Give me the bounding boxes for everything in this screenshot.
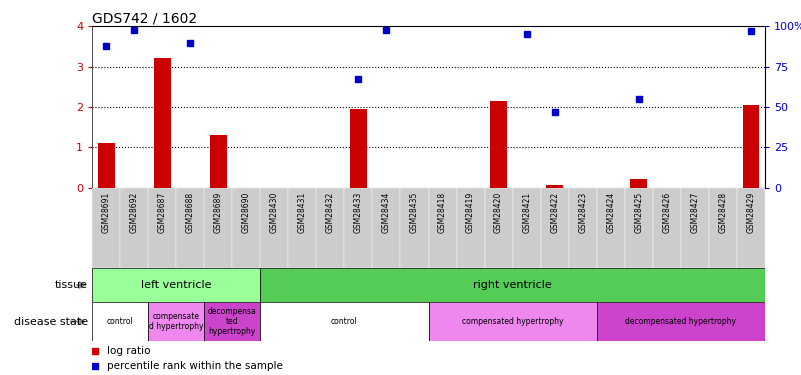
FancyBboxPatch shape [541,188,569,268]
Text: GSM28687: GSM28687 [158,192,167,233]
FancyBboxPatch shape [653,188,681,268]
Text: GSM28419: GSM28419 [466,192,475,233]
FancyBboxPatch shape [625,188,653,268]
FancyBboxPatch shape [92,268,260,302]
Text: log ratio: log ratio [107,346,151,356]
Text: GSM28689: GSM28689 [214,192,223,233]
Text: GSM28691: GSM28691 [102,192,111,233]
Text: decompensa
ted
hypertrophy: decompensa ted hypertrophy [208,307,256,336]
Bar [98,143,115,188]
Text: GSM28428: GSM28428 [718,192,727,232]
Text: GSM28422: GSM28422 [550,192,559,232]
Text: left ventricle: left ventricle [141,280,211,290]
FancyBboxPatch shape [204,188,232,268]
Text: GSM28429: GSM28429 [747,192,755,233]
Text: tissue: tissue [55,280,88,290]
FancyBboxPatch shape [569,188,597,268]
Text: GSM28425: GSM28425 [634,192,643,233]
Text: GSM28426: GSM28426 [662,192,671,233]
FancyBboxPatch shape [204,302,260,341]
Bar [490,101,507,188]
Bar [546,186,563,188]
FancyBboxPatch shape [176,188,204,268]
Text: percentile rank within the sample: percentile rank within the sample [107,360,283,370]
Bar [154,58,171,188]
Bar [350,109,367,188]
FancyBboxPatch shape [260,268,765,302]
FancyBboxPatch shape [260,302,429,341]
Text: GSM28430: GSM28430 [270,192,279,233]
FancyBboxPatch shape [485,188,513,268]
FancyBboxPatch shape [120,188,148,268]
Text: decompensated hypertrophy: decompensated hypertrophy [626,317,736,326]
Text: GSM28431: GSM28431 [298,192,307,233]
Text: control: control [107,317,134,326]
FancyBboxPatch shape [372,188,400,268]
FancyBboxPatch shape [232,188,260,268]
FancyBboxPatch shape [400,188,429,268]
Text: compensate
d hypertrophy: compensate d hypertrophy [149,312,203,331]
Text: right ventricle: right ventricle [473,280,552,290]
Text: GSM28424: GSM28424 [606,192,615,233]
Text: GSM28434: GSM28434 [382,192,391,233]
FancyBboxPatch shape [513,188,541,268]
FancyBboxPatch shape [148,188,176,268]
FancyBboxPatch shape [288,188,316,268]
Text: GSM28690: GSM28690 [242,192,251,233]
Text: disease state: disease state [14,316,88,327]
Text: GSM28433: GSM28433 [354,192,363,233]
Text: control: control [331,317,358,326]
FancyBboxPatch shape [429,188,457,268]
FancyBboxPatch shape [92,188,120,268]
Text: GSM28688: GSM28688 [186,192,195,232]
Text: GSM28427: GSM28427 [690,192,699,233]
FancyBboxPatch shape [737,188,765,268]
Bar [743,105,759,188]
Bar [210,135,227,188]
FancyBboxPatch shape [260,188,288,268]
Text: GSM28692: GSM28692 [130,192,139,233]
Text: GSM28421: GSM28421 [522,192,531,232]
FancyBboxPatch shape [681,188,709,268]
Text: GSM28423: GSM28423 [578,192,587,233]
FancyBboxPatch shape [457,188,485,268]
Text: GSM28420: GSM28420 [494,192,503,233]
Text: GSM28435: GSM28435 [410,192,419,233]
FancyBboxPatch shape [92,302,148,341]
Text: GSM28432: GSM28432 [326,192,335,233]
Bar [630,180,647,188]
FancyBboxPatch shape [429,302,597,341]
FancyBboxPatch shape [709,188,737,268]
FancyBboxPatch shape [597,302,765,341]
FancyBboxPatch shape [597,188,625,268]
Text: GSM28418: GSM28418 [438,192,447,232]
Text: GDS742 / 1602: GDS742 / 1602 [92,11,197,25]
FancyBboxPatch shape [148,302,204,341]
FancyBboxPatch shape [316,188,344,268]
FancyBboxPatch shape [344,188,372,268]
Text: compensated hypertrophy: compensated hypertrophy [462,317,563,326]
